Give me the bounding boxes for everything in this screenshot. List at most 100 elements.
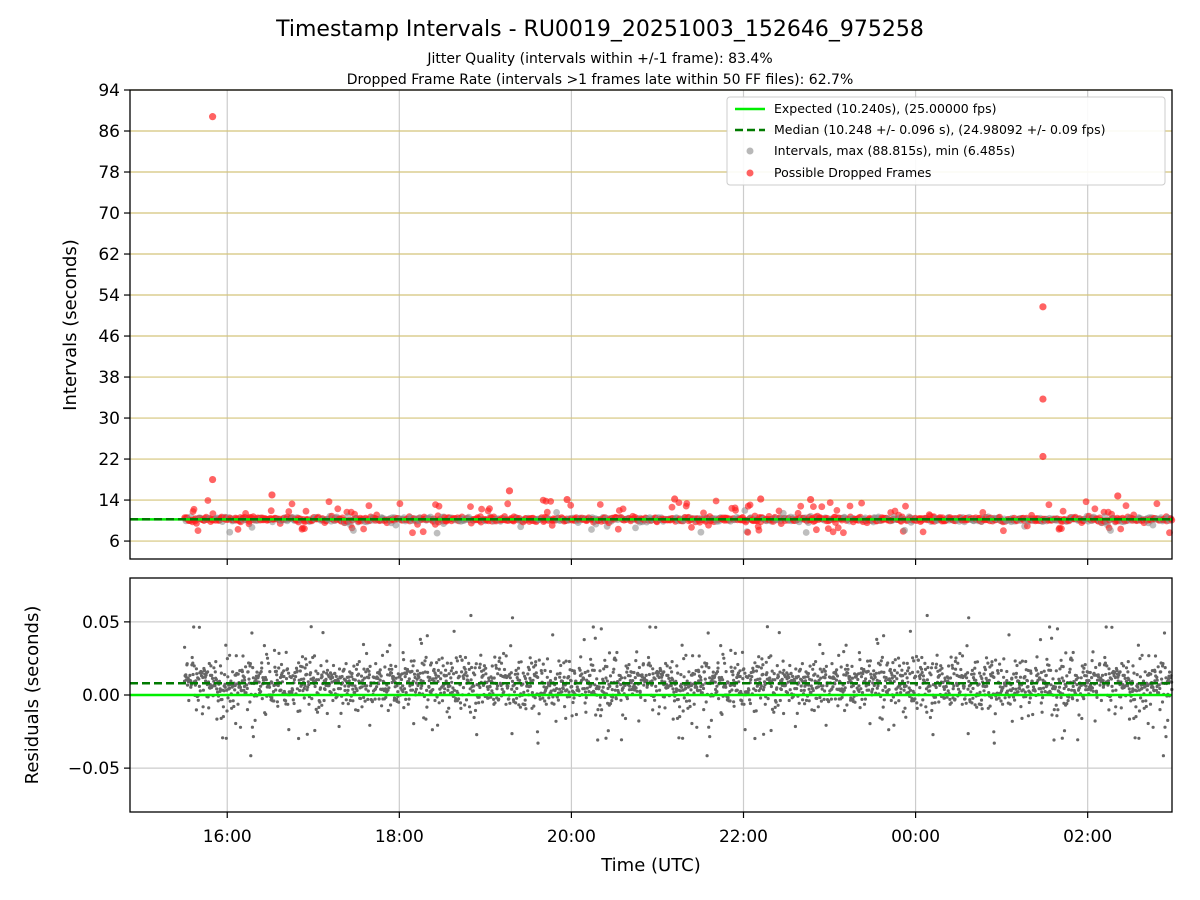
residual-point: [207, 706, 211, 710]
residual-point: [883, 685, 887, 689]
residual-point: [533, 663, 538, 667]
residual-point: [682, 675, 686, 679]
dropped-frame-point: [755, 526, 763, 534]
residual-point: [356, 708, 360, 713]
residual-point: [1159, 670, 1163, 674]
residual-point: [446, 688, 450, 692]
residual-point: [244, 691, 248, 695]
residual-point: [383, 665, 387, 669]
residual-point: [307, 683, 311, 687]
residual-point: [975, 660, 980, 664]
residual-point: [674, 687, 679, 691]
residual-point: [495, 684, 500, 688]
residual-point: [1049, 668, 1053, 673]
residual-point: [331, 698, 335, 703]
residual-point: [933, 701, 937, 705]
chart-subtitle-jitter: Jitter Quality (intervals within +/-1 fr…: [426, 51, 772, 67]
residual-point: [768, 676, 772, 680]
residual-point: [627, 688, 632, 692]
residual-point: [449, 669, 453, 673]
residual-point: [577, 689, 581, 693]
residual-point: [1052, 738, 1056, 742]
residual-point: [531, 678, 535, 682]
residual-point: [1002, 675, 1006, 679]
residual-point: [862, 667, 866, 672]
residual-point: [952, 684, 956, 688]
dropped-frame-point: [288, 500, 296, 508]
residual-point: [1118, 670, 1122, 674]
residual-point: [980, 707, 984, 711]
residual-point: [342, 667, 346, 671]
residual-point: [818, 695, 822, 700]
residual-point: [782, 711, 786, 716]
residual-point: [1076, 738, 1080, 742]
dropped-frame-point: [467, 503, 474, 510]
residual-point: [648, 664, 653, 668]
residual-point: [355, 662, 359, 667]
residual-point: [467, 661, 471, 666]
residual-point: [285, 667, 290, 671]
residual-point: [966, 671, 970, 675]
residual-point: [1109, 698, 1113, 702]
residual-point: [762, 685, 766, 689]
residual-point: [344, 698, 348, 702]
residual-point: [823, 689, 827, 693]
residual-point: [570, 685, 574, 689]
residual-point: [454, 656, 458, 660]
residual-point: [368, 664, 372, 669]
residual-point: [333, 671, 337, 675]
residual-point: [1044, 673, 1048, 678]
residuals-ytick-label-1: 0.00: [82, 686, 120, 706]
residual-point: [1071, 650, 1075, 655]
residual-point: [545, 685, 549, 690]
residual-point: [1031, 712, 1035, 717]
residual-point: [255, 670, 259, 674]
residual-point: [272, 648, 277, 653]
residual-point: [202, 668, 206, 673]
residual-point: [1058, 691, 1062, 695]
residual-point: [990, 663, 994, 667]
residual-point: [457, 674, 461, 679]
residual-point: [910, 670, 915, 675]
residual-point: [942, 696, 947, 700]
residual-point: [396, 690, 400, 694]
residual-point: [966, 732, 970, 736]
residual-point: [458, 701, 463, 705]
residual-point: [197, 677, 201, 681]
residual-point: [1138, 657, 1142, 661]
residual-point: [1024, 659, 1028, 664]
residual-point: [190, 655, 194, 660]
residual-point: [554, 719, 558, 723]
residual-point: [940, 672, 944, 676]
residual-point: [367, 676, 371, 680]
residual-point: [200, 712, 204, 716]
residual-point: [741, 677, 745, 681]
residual-point: [628, 674, 632, 678]
residual-point: [692, 702, 696, 706]
residual-point: [648, 625, 652, 629]
dropped-frame-point: [683, 500, 691, 507]
residual-point: [379, 674, 383, 678]
dropped-frame-outlier-2: [268, 491, 276, 499]
residual-point: [959, 667, 963, 672]
residual-point: [801, 698, 805, 702]
residual-point: [597, 685, 601, 689]
residual-point: [1041, 696, 1045, 700]
residual-point: [524, 707, 528, 711]
residual-point: [192, 664, 196, 668]
residual-point: [380, 653, 385, 658]
residual-point: [548, 684, 552, 688]
residual-point: [364, 670, 368, 674]
residual-point: [227, 686, 232, 691]
residual-point: [388, 673, 392, 677]
residual-point: [751, 666, 755, 670]
residual-point: [893, 658, 897, 662]
residual-point: [954, 667, 958, 671]
residual-point: [447, 715, 452, 719]
residual-point: [523, 698, 527, 702]
residual-point: [820, 670, 824, 674]
residual-point: [948, 697, 952, 702]
legend: Expected (10.240s), (25.00000 fps) Media…: [726, 96, 1166, 186]
residual-point: [901, 674, 905, 678]
residual-point: [426, 670, 430, 675]
